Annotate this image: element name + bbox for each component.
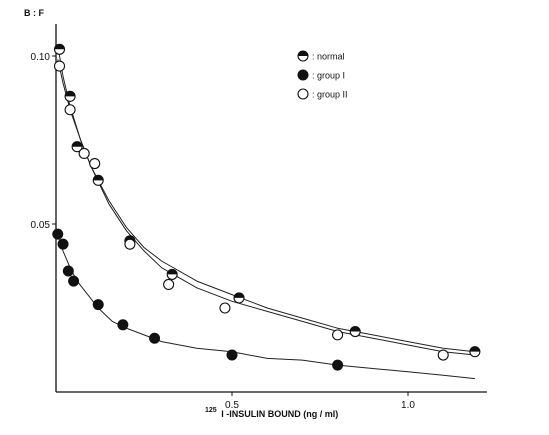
point-s2-4: [124, 238, 136, 250]
point-s1-8: [332, 359, 344, 371]
y-axis-title: B : F: [24, 8, 44, 18]
point-s1-4: [92, 299, 104, 311]
legend: : normal : group I : group II: [297, 50, 348, 100]
point-s1-3: [68, 275, 80, 287]
legend-marker-0: [297, 50, 309, 62]
legend-label-2: : group II: [312, 90, 348, 100]
x-axis-title: 125 I -INSULIN BOUND (ng / ml): [205, 404, 338, 419]
point-s1-6: [149, 332, 161, 344]
curve-2: [57, 59, 475, 356]
legend-label-0: : normal: [312, 52, 345, 62]
point-s1-2: [62, 265, 74, 277]
point-s1-1: [57, 238, 69, 250]
legend-marker-2: [297, 88, 309, 100]
legend-label-1: : group I: [312, 71, 345, 81]
legend-marker-1: [297, 69, 309, 81]
point-s0-6: [233, 292, 245, 304]
point-s1-7: [226, 349, 238, 361]
point-s0-2: [71, 141, 83, 153]
point-s2-3: [89, 157, 101, 170]
curve-1: [56, 230, 475, 380]
point-s0-1: [64, 90, 76, 102]
point-s0-8: [469, 346, 481, 358]
point-s2-6: [219, 302, 231, 314]
point-s0-3: [92, 174, 104, 186]
y-tick-label-1: 0.10: [31, 52, 51, 63]
point-s1-0: [52, 228, 64, 240]
point-s2-2: [78, 147, 90, 159]
x-tick-label-1: 1.0: [401, 400, 415, 411]
y-tick-label-0: 0.05: [31, 220, 51, 231]
point-s2-7: [332, 329, 344, 341]
point-s2-0: [53, 60, 66, 72]
axis-ticks: 0.05 0.10 0.5 1.0: [31, 52, 416, 411]
point-s1-5: [117, 319, 129, 331]
point-s0-7: [349, 325, 361, 338]
point-s2-5: [163, 278, 175, 291]
data-points: [52, 43, 481, 371]
x-axis-title-text: I -INSULIN BOUND (ng / ml): [221, 409, 338, 419]
curve-0: [57, 45, 475, 353]
point-s0-5: [166, 268, 178, 280]
x-tick-label-0: 0.5: [225, 400, 239, 411]
point-s2-8: [437, 349, 449, 361]
point-s0-0: [53, 43, 66, 55]
point-s2-1: [64, 104, 76, 116]
x-axis-title-superscript: 125: [205, 407, 217, 414]
